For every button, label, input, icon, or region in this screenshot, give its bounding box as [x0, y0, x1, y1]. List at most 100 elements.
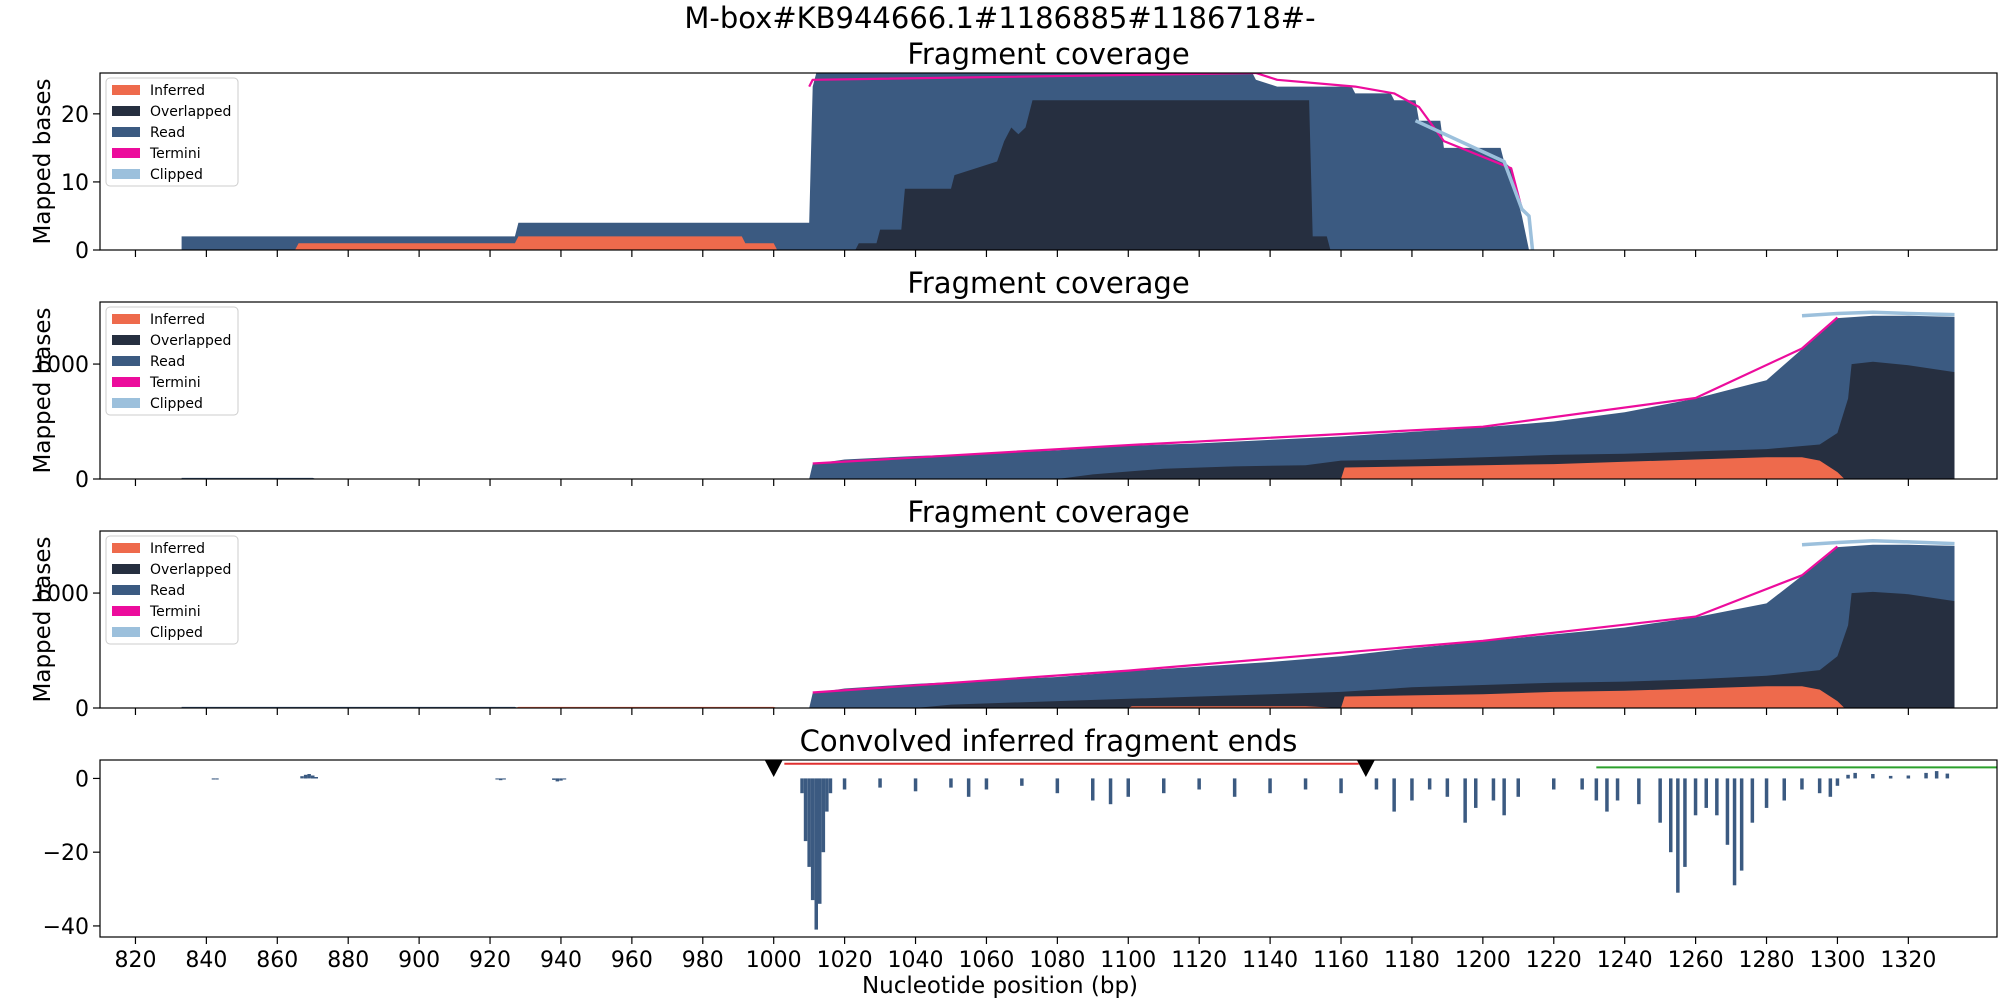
legend-swatch-termini: [112, 377, 140, 387]
legend-frame: [105, 77, 239, 187]
series-overlapped-area: [1057, 361, 1955, 479]
legend-label-overlapped: Overlapped: [150, 333, 231, 349]
legend-swatch-termini: [112, 148, 140, 158]
bar: [1339, 778, 1343, 794]
x-tick-label: 1240: [1597, 948, 1653, 973]
x-tick-label: 840: [185, 948, 227, 973]
plot-area: [181, 73, 1535, 250]
x-tick-label: 1320: [1880, 948, 1936, 973]
series-read-area: [181, 544, 1955, 708]
legend: Inferred Overlapped Read Termini Clipped: [105, 77, 239, 187]
x-tick-label: 1280: [1739, 948, 1795, 973]
x-tick-label: 1220: [1526, 948, 1582, 973]
legend-label-read: Read: [150, 125, 185, 141]
legend-label-clipped: Clipped: [150, 625, 203, 641]
bar: [1392, 778, 1396, 812]
bar: [1020, 778, 1024, 786]
x-tick-label: 1080: [1029, 948, 1085, 973]
x-tick-label: 1180: [1384, 948, 1440, 973]
bar: [1374, 778, 1379, 790]
bar: [810, 778, 815, 901]
x-tick-label: 1060: [958, 948, 1014, 973]
bar: [966, 778, 971, 797]
bar: [1445, 778, 1450, 797]
bar: [1615, 778, 1620, 801]
bar: [1693, 778, 1698, 816]
x-tick-label: 900: [398, 948, 440, 973]
series-overlapped-area: [855, 100, 1331, 250]
panel-title: Convolved inferred fragment ends: [800, 724, 1298, 758]
series-clipped-line: [1414, 119, 1535, 250]
bar: [1945, 773, 1950, 779]
bar: [842, 778, 847, 790]
legend-swatch-inferred: [112, 85, 140, 95]
plot-area: [181, 310, 1955, 479]
legend-swatch-termini: [112, 606, 140, 616]
x-tick-label: 1100: [1100, 948, 1156, 973]
y-tick-label: −40: [43, 915, 89, 940]
legend-frame: [105, 535, 239, 645]
y-axis-label: Mapped bases: [30, 536, 56, 702]
legend-label-overlapped: Overlapped: [150, 104, 231, 120]
legend-swatch-clipped: [112, 627, 140, 637]
legend-swatch-overlapped: [112, 564, 140, 574]
legend-label-inferred: Inferred: [150, 541, 205, 557]
x-tick-label: 880: [327, 948, 369, 973]
x-tick-label: 1000: [746, 948, 802, 973]
bar: [1463, 778, 1467, 823]
legend-swatch-inferred: [112, 543, 140, 553]
panel-1: Fragment coverage Inferred Overlapped Read T…: [30, 37, 1998, 264]
legend-swatch-overlapped: [112, 106, 140, 116]
x-axis-label: Nucleotide position (bp): [862, 973, 1138, 999]
legend-label-termini: Termini: [149, 146, 201, 162]
bar: [828, 778, 833, 794]
bar: [1162, 778, 1166, 794]
bar: [1934, 771, 1939, 779]
bar: [1108, 778, 1113, 805]
bar: [307, 774, 311, 779]
plot-area: [181, 539, 1955, 708]
bar: [825, 778, 829, 812]
bar: [314, 777, 318, 779]
bar: [555, 778, 560, 782]
bar: [1715, 778, 1719, 816]
bar: [1782, 778, 1786, 801]
bar: [1750, 778, 1755, 823]
panel-title: Fragment coverage: [907, 266, 1189, 300]
x-tick-label: 960: [611, 948, 653, 973]
bar: [1800, 778, 1804, 790]
bar: [1725, 778, 1730, 845]
bar: [1055, 778, 1060, 794]
series-read-area: [181, 73, 1530, 250]
series-inferred-area: [295, 236, 778, 250]
bar: [300, 776, 304, 779]
bar: [1683, 778, 1687, 867]
bar: [303, 774, 308, 779]
y-tick-label: 0: [75, 767, 89, 792]
bar: [1516, 778, 1520, 797]
legend-label-inferred: Inferred: [150, 83, 205, 99]
bar: [821, 778, 826, 853]
legend: Inferred Overlapped Read Termini Clipped: [105, 535, 239, 645]
x-tick-label: 1200: [1455, 948, 1511, 973]
legend-label-clipped: Clipped: [150, 167, 203, 183]
bar: [211, 778, 216, 780]
bar: [498, 778, 503, 781]
y-tick-label: −20: [43, 841, 89, 866]
legend-label-read: Read: [150, 354, 185, 370]
y-tick-label: 1000: [33, 353, 89, 378]
series-termini-line: [812, 316, 1839, 465]
bar: [803, 778, 808, 842]
panel-frame: [99, 72, 1998, 251]
y-tick-label: 0: [75, 468, 89, 493]
bar: [1126, 778, 1130, 797]
bar: [1605, 778, 1609, 812]
bar: [311, 775, 315, 779]
series-inferred-area: [514, 686, 1845, 708]
bar: [1303, 778, 1308, 790]
bar: [1828, 778, 1833, 797]
boundary-marker: [764, 760, 783, 777]
x-tick-label: 1260: [1668, 948, 1724, 973]
legend-swatch-overlapped: [112, 335, 140, 345]
